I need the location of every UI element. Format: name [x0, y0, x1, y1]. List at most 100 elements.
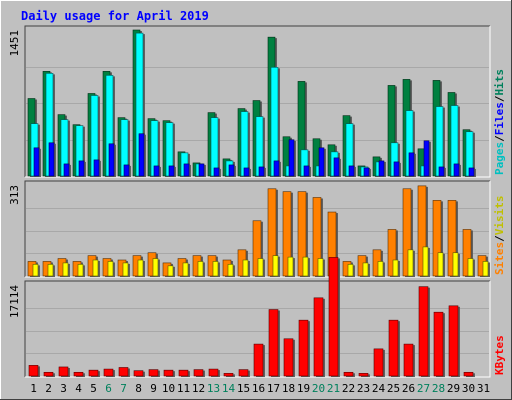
day-label-29: 29	[447, 382, 460, 395]
panel-visitors-max-label: 313	[8, 185, 21, 205]
bar-sites-day-19-fill	[297, 191, 307, 277]
bar-files-day-27-fill	[423, 140, 430, 177]
bar-files-day-12	[198, 163, 206, 177]
bar-kbytes-day-29	[448, 305, 460, 377]
bar-kbytes-day-7-fill	[118, 367, 129, 377]
bar-visits-day-5-fill	[92, 259, 99, 277]
bar-files-day-23	[363, 167, 371, 177]
bar-visits-day-11-fill	[182, 262, 189, 277]
bar-kbytes-day-24	[373, 348, 385, 377]
bar-visits-day-11	[182, 262, 190, 277]
bar-visits-day-24	[377, 261, 385, 277]
bar-visits-day-30	[467, 258, 475, 277]
bar-kbytes-day-6-fill	[103, 368, 114, 377]
bar-visits-day-12	[197, 261, 205, 277]
day-label-11: 11	[177, 382, 190, 395]
bar-files-day-30-fill	[468, 167, 475, 177]
bar-kbytes-day-28	[433, 311, 445, 377]
bar-files-day-6	[108, 143, 116, 177]
legend-entry: Visits	[493, 196, 506, 236]
bar-pages-day-28	[435, 106, 445, 177]
bar-visits-day-3	[62, 262, 70, 277]
bar-kbytes-day-28-fill	[433, 311, 444, 377]
legend-entry: /	[493, 235, 506, 242]
bar-files-day-10-fill	[168, 165, 175, 177]
day-label-21: 21	[327, 382, 340, 395]
bar-kbytes-day-12	[193, 369, 205, 377]
day-label-22: 22	[342, 382, 355, 395]
bar-files-day-14-fill	[228, 164, 235, 177]
bar-visits-day-22	[347, 264, 355, 277]
panel-visitors-edge-dark	[24, 180, 490, 277]
bar-sites-day-20	[312, 197, 323, 277]
bar-files-day-19	[303, 165, 311, 177]
bar-visits-day-27	[422, 246, 430, 277]
day-label-30: 30	[462, 382, 475, 395]
bar-sites-day-29-fill	[447, 200, 457, 277]
day-label-20: 20	[312, 382, 325, 395]
bar-visits-day-8	[137, 259, 145, 277]
bar-files-day-24	[378, 160, 386, 177]
bar-visits-day-14	[227, 264, 235, 277]
bar-visits-day-15-fill	[242, 259, 249, 277]
bar-files-day-3-fill	[63, 163, 70, 177]
bar-pages-day-15	[240, 111, 250, 177]
panel-requests-edge-dark	[24, 25, 490, 177]
bar-kbytes-day-4-fill	[73, 371, 84, 377]
bar-visits-day-7-fill	[122, 262, 129, 277]
bar-sites-day-27	[417, 185, 428, 277]
bar-kbytes-day-30	[463, 371, 475, 377]
day-label-5: 5	[90, 382, 97, 395]
bar-visits-day-26-fill	[407, 249, 414, 277]
bar-kbytes-day-25	[388, 319, 400, 377]
bar-kbytes-day-9	[148, 369, 160, 377]
bar-kbytes-day-5	[88, 369, 100, 377]
bar-kbytes-day-18	[283, 338, 295, 377]
bar-visits-day-2-fill	[47, 264, 54, 277]
bar-kbytes-day-17	[268, 309, 280, 377]
day-label-24: 24	[372, 382, 386, 395]
bar-kbytes-day-16-fill	[253, 343, 264, 377]
day-label-3: 3	[60, 382, 67, 395]
bar-files-day-29-fill	[453, 163, 460, 177]
bar-files-day-10	[168, 165, 176, 177]
bar-files-day-20	[318, 147, 326, 177]
bar-kbytes-day-11	[178, 369, 190, 377]
legend-entry: /	[493, 95, 506, 102]
bar-kbytes-day-8	[133, 370, 145, 377]
legend-entry: Files	[493, 102, 506, 135]
bar-pages-day-17-fill	[270, 67, 279, 177]
day-label-8: 8	[135, 382, 142, 395]
bar-files-day-2-fill	[48, 142, 55, 177]
bar-files-day-5-fill	[93, 159, 100, 177]
chart-title: Daily usage for April 2019	[21, 9, 209, 23]
bar-pages-day-15-fill	[240, 111, 249, 177]
day-label-7: 7	[120, 382, 127, 395]
bar-files-day-4	[78, 160, 86, 177]
bar-files-day-3	[63, 163, 71, 177]
bar-sites-day-27-fill	[417, 185, 427, 277]
bar-kbytes-day-26	[403, 343, 415, 377]
bar-files-day-7-fill	[123, 164, 130, 177]
bar-visits-day-30-fill	[467, 258, 474, 277]
bar-files-day-15	[243, 167, 251, 177]
bar-sites-day-25-fill	[387, 229, 397, 277]
bar-kbytes-day-9-fill	[148, 369, 159, 377]
day-label-4: 4	[75, 382, 82, 395]
bar-visits-day-16-fill	[257, 258, 264, 277]
bar-visits-day-3-fill	[62, 262, 69, 277]
bar-visits-day-20-fill	[317, 258, 324, 277]
day-label-28: 28	[432, 382, 445, 395]
bar-files-day-13	[213, 167, 221, 177]
bar-sites-day-26	[402, 188, 413, 277]
day-label-25: 25	[387, 382, 400, 395]
bar-kbytes-day-18-fill	[283, 338, 294, 377]
bar-kbytes-day-13-fill	[208, 368, 219, 377]
day-label-13: 13	[207, 382, 220, 395]
bar-files-day-29	[453, 163, 461, 177]
day-label-12: 12	[192, 382, 205, 395]
bar-visits-day-4	[77, 264, 85, 277]
bar-kbytes-day-10	[163, 369, 175, 377]
bar-visits-day-26	[407, 249, 415, 277]
bar-kbytes-day-27-fill	[418, 286, 429, 377]
